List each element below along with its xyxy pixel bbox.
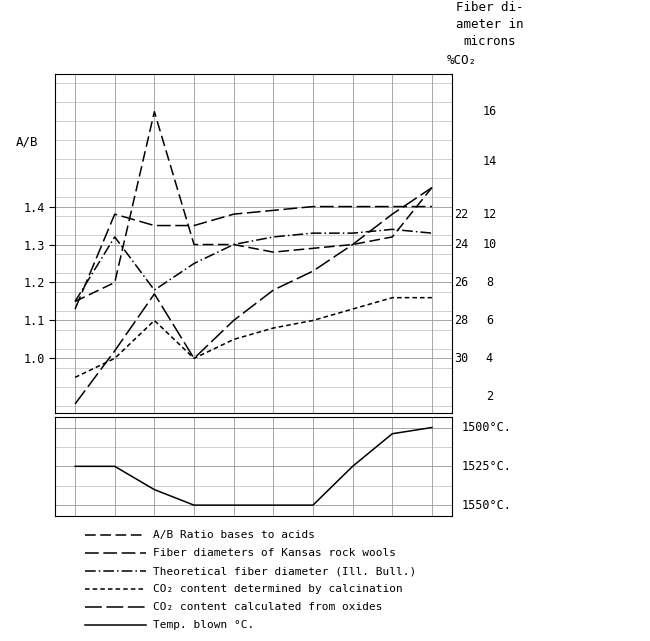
- Text: 30: 30: [454, 352, 469, 365]
- Text: Temp. blown °C.: Temp. blown °C.: [153, 620, 254, 630]
- Text: CO₂ content determined by calcination: CO₂ content determined by calcination: [153, 584, 402, 594]
- Text: 22: 22: [454, 208, 469, 221]
- Text: 14: 14: [482, 154, 497, 167]
- Text: 1525°C.: 1525°C.: [462, 460, 512, 473]
- Text: Fiber diameters of Kansas rock wools: Fiber diameters of Kansas rock wools: [153, 548, 396, 558]
- Text: 28: 28: [454, 314, 469, 327]
- Text: 26: 26: [454, 276, 469, 289]
- Text: A/B Ratio bases to acids: A/B Ratio bases to acids: [153, 530, 315, 540]
- Text: A/B: A/B: [16, 135, 39, 149]
- Text: 8: 8: [486, 276, 493, 289]
- Text: 10: 10: [482, 238, 497, 251]
- Text: 2: 2: [486, 390, 493, 403]
- Text: Fiber di-
ameter in
microns: Fiber di- ameter in microns: [456, 1, 523, 48]
- Text: 4: 4: [486, 352, 493, 365]
- Text: CO₂ content calculated from oxides: CO₂ content calculated from oxides: [153, 602, 382, 612]
- Text: 1500°C.: 1500°C.: [462, 421, 512, 434]
- Text: 12: 12: [482, 208, 497, 221]
- Text: 16: 16: [482, 105, 497, 118]
- Text: %CO₂: %CO₂: [447, 54, 476, 67]
- Text: 24: 24: [454, 238, 469, 251]
- Text: 1550°C.: 1550°C.: [462, 499, 512, 512]
- Text: 6: 6: [486, 314, 493, 327]
- Text: Theoretical fiber diameter (Ill. Bull.): Theoretical fiber diameter (Ill. Bull.): [153, 566, 416, 576]
